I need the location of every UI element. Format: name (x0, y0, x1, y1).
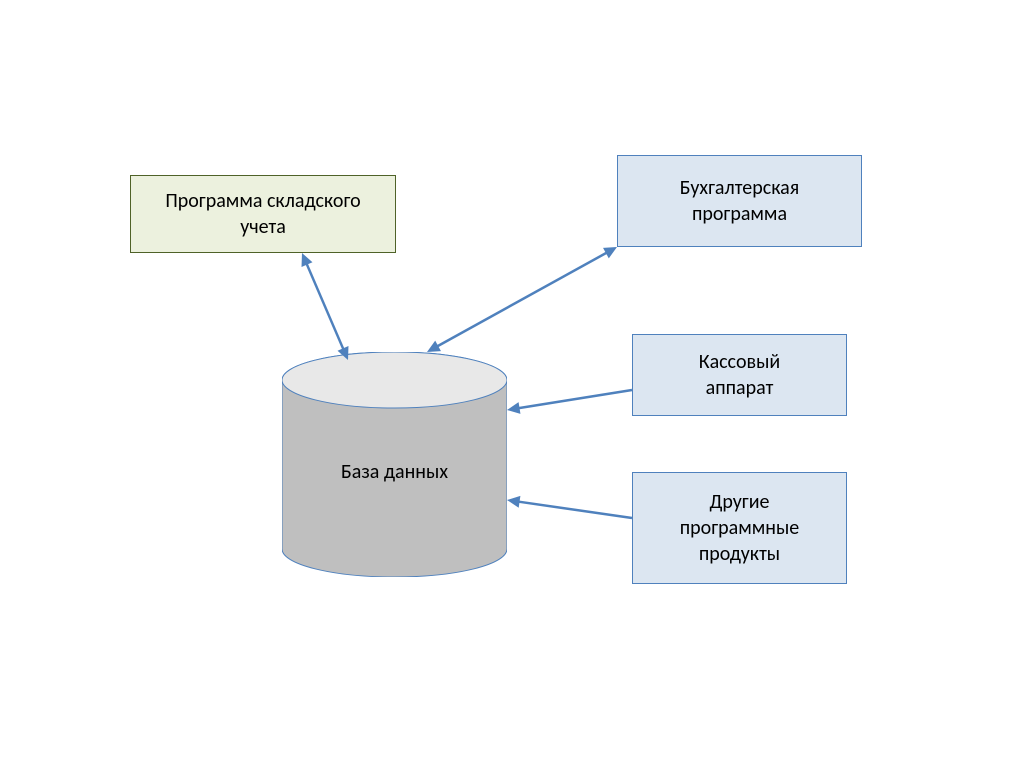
box-otherproducts: Другиепрограммныепродукты (632, 472, 847, 584)
box-cashregister-label: Кассовыйаппарат (699, 349, 780, 401)
box-warehouse: Программа складскогоучета (130, 175, 396, 253)
database-cylinder: База данных (282, 352, 507, 577)
box-accounting: Бухгалтерскаяпрограмма (617, 155, 862, 247)
box-cashregister: Кассовыйаппарат (632, 334, 847, 416)
box-warehouse-label: Программа складскогоучета (165, 188, 360, 240)
database-label: База данных (282, 460, 507, 484)
arrows-layer (0, 0, 1024, 768)
box-accounting-label: Бухгалтерскаяпрограмма (680, 175, 800, 227)
box-otherproducts-label: Другиепрограммныепродукты (680, 489, 799, 567)
